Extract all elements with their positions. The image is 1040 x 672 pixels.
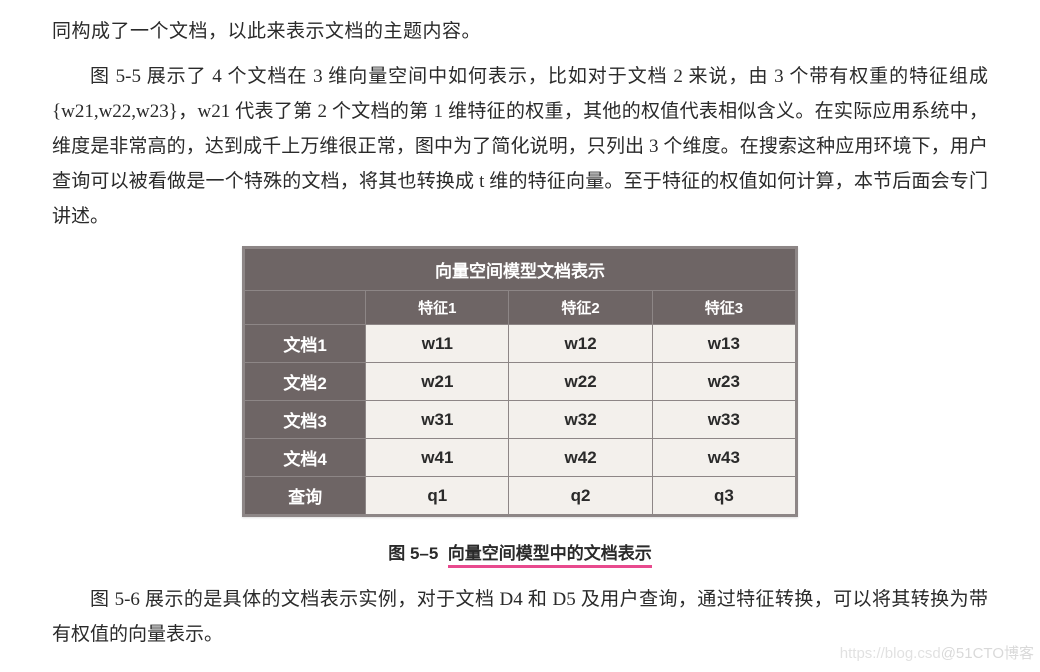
table-title: 向量空间模型文档表示 bbox=[245, 249, 796, 291]
table-row: 文档3 w31 w32 w33 bbox=[245, 401, 796, 439]
table-header-cell: 特征3 bbox=[652, 291, 795, 325]
table-row: 查询 q1 q2 q3 bbox=[245, 477, 796, 515]
table-cell: w11 bbox=[366, 325, 509, 363]
table-cell: w21 bbox=[366, 363, 509, 401]
row-label: 文档3 bbox=[245, 401, 366, 439]
paragraph-2: 图 5-5 展示了 4 个文档在 3 维向量空间中如何表示，比如对于文档 2 来… bbox=[52, 59, 988, 234]
table-row: 文档2 w21 w22 w23 bbox=[245, 363, 796, 401]
table-cell: q3 bbox=[652, 477, 795, 515]
table-cell: w31 bbox=[366, 401, 509, 439]
row-label: 文档2 bbox=[245, 363, 366, 401]
table-cell: w32 bbox=[509, 401, 652, 439]
table-cell: w23 bbox=[652, 363, 795, 401]
table-cell: w42 bbox=[509, 439, 652, 477]
row-label: 查询 bbox=[245, 477, 366, 515]
caption-text: 向量空间模型中的文档表示 bbox=[448, 544, 652, 568]
table-header-cell bbox=[245, 291, 366, 325]
paragraph-3: 图 5-6 展示的是具体的文档表示实例，对于文档 D4 和 D5 及用户查询，通… bbox=[52, 582, 988, 652]
row-label: 文档4 bbox=[245, 439, 366, 477]
table-header-cell: 特征1 bbox=[366, 291, 509, 325]
figure-caption: 图 5–5 向量空间模型中的文档表示 bbox=[52, 539, 988, 564]
table-header-row: 特征1 特征2 特征3 bbox=[245, 291, 796, 325]
table-cell: w33 bbox=[652, 401, 795, 439]
table-cell: w12 bbox=[509, 325, 652, 363]
table-cell: w43 bbox=[652, 439, 795, 477]
table-header-cell: 特征2 bbox=[509, 291, 652, 325]
paragraph-1: 同构成了一个文档，以此来表示文档的主题内容。 bbox=[52, 14, 988, 49]
table-cell: q2 bbox=[509, 477, 652, 515]
caption-label: 图 5–5 bbox=[388, 544, 438, 563]
table-cell: q1 bbox=[366, 477, 509, 515]
table-row: 文档4 w41 w42 w43 bbox=[245, 439, 796, 477]
table-row: 文档1 w11 w12 w13 bbox=[245, 325, 796, 363]
row-label: 文档1 bbox=[245, 325, 366, 363]
table-cell: w41 bbox=[366, 439, 509, 477]
table-cell: w13 bbox=[652, 325, 795, 363]
table-cell: w22 bbox=[509, 363, 652, 401]
vector-space-table: 向量空间模型文档表示 特征1 特征2 特征3 文档1 w11 w12 w13 文… bbox=[242, 246, 798, 517]
